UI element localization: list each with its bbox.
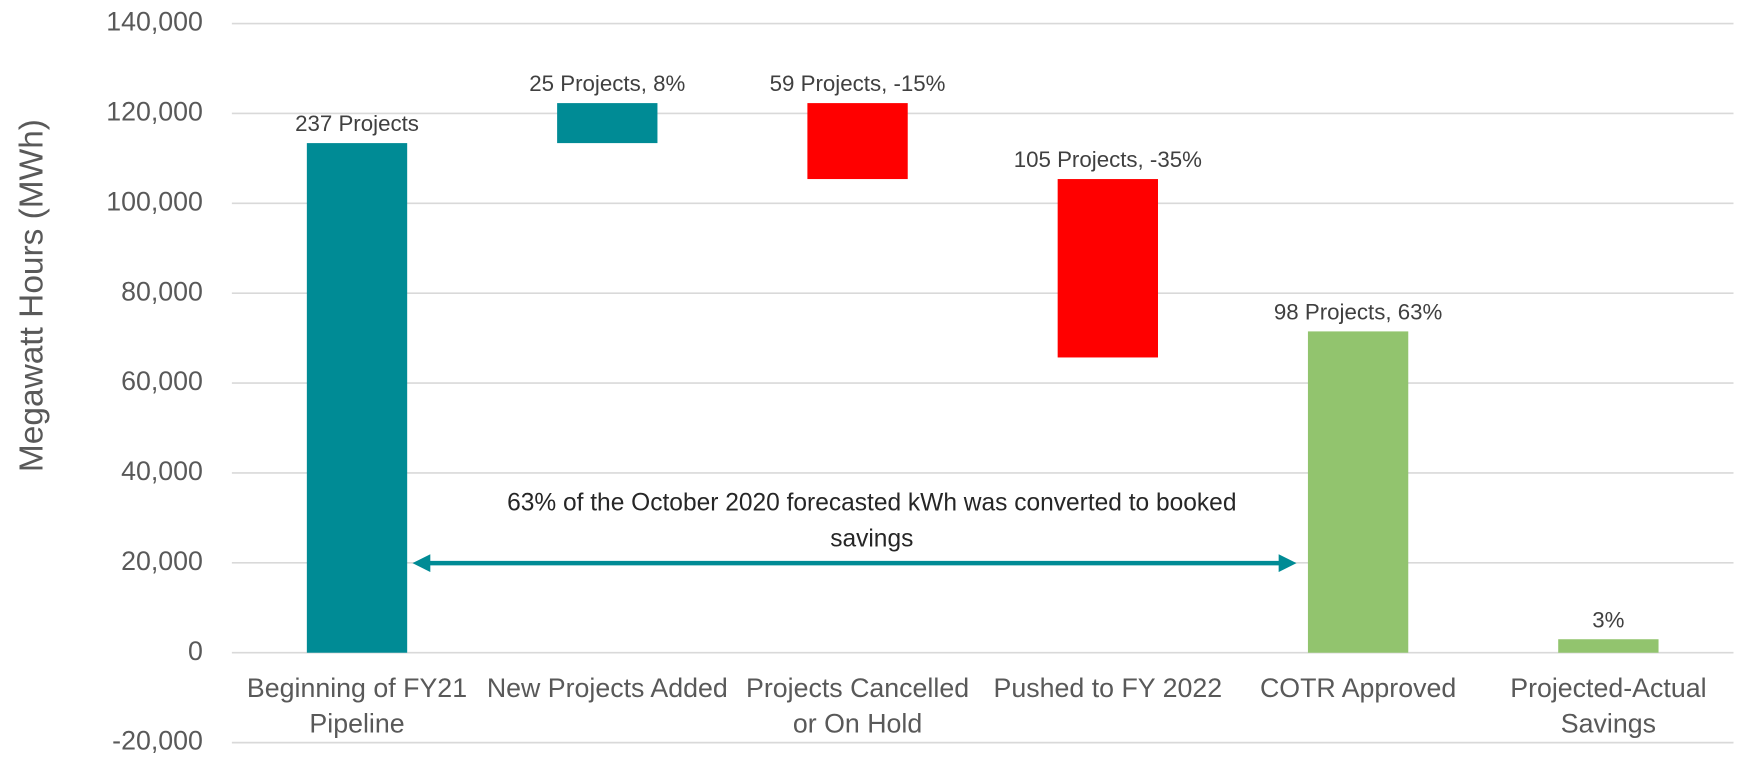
x-tick-label-box: Projects Cancelled or On Hold: [746, 673, 970, 740]
x-tick-label: Pushed to FY 2022: [993, 673, 1223, 704]
bar-label: 59 Projects, -15%: [770, 71, 946, 96]
y-axis-title: Megawatt Hours (MWh): [13, 119, 50, 472]
bar: [807, 103, 908, 180]
x-tick-label-box: New Projects Added: [486, 673, 728, 704]
x-tick-label: Projects Cancelled or On Hold: [746, 673, 970, 740]
annotation-box: 63% of the October 2020 forecasted kWh w…: [507, 488, 1237, 552]
y-tick-label: 120,000: [106, 97, 203, 127]
x-tick-label: Beginning of FY21 Pipeline: [246, 673, 468, 740]
bar-label: 105 Projects, -35%: [1014, 147, 1202, 172]
bar-label: 237 Projects: [295, 111, 419, 136]
x-tick-label: COTR Approved: [1259, 673, 1457, 704]
x-tick-label: New Projects Added: [486, 673, 728, 704]
bar: [1057, 179, 1158, 358]
annotation: 63% of the October 2020 forecasted kWh w…: [507, 488, 1237, 552]
bar-label: 25 Projects, 8%: [529, 71, 685, 96]
y-tick-label: -20,000: [112, 726, 203, 756]
y-tick-label: 80,000: [121, 276, 203, 306]
y-tick-label: 0: [188, 636, 203, 666]
bar-label: 3%: [1592, 607, 1624, 632]
bar: [557, 103, 658, 144]
bar-label: 98 Projects, 63%: [1274, 299, 1443, 324]
x-tick-label-box: Pushed to FY 2022: [993, 673, 1223, 704]
y-tick-label: 100,000: [106, 186, 203, 216]
bar: [1558, 639, 1659, 653]
x-tick-label: Projected-Actual Savings: [1510, 673, 1707, 740]
y-tick-label: 140,000: [106, 7, 203, 37]
bar: [1307, 331, 1409, 653]
x-tick-label-box: Beginning of FY21 Pipeline: [246, 673, 468, 740]
y-tick-label: 60,000: [121, 366, 203, 396]
x-tick-label-box: Projected-Actual Savings: [1510, 673, 1707, 740]
x-tick-label-box: COTR Approved: [1259, 673, 1457, 704]
bar: [306, 143, 408, 653]
y-tick-label: 40,000: [121, 456, 203, 486]
y-tick-label: 20,000: [121, 546, 203, 576]
